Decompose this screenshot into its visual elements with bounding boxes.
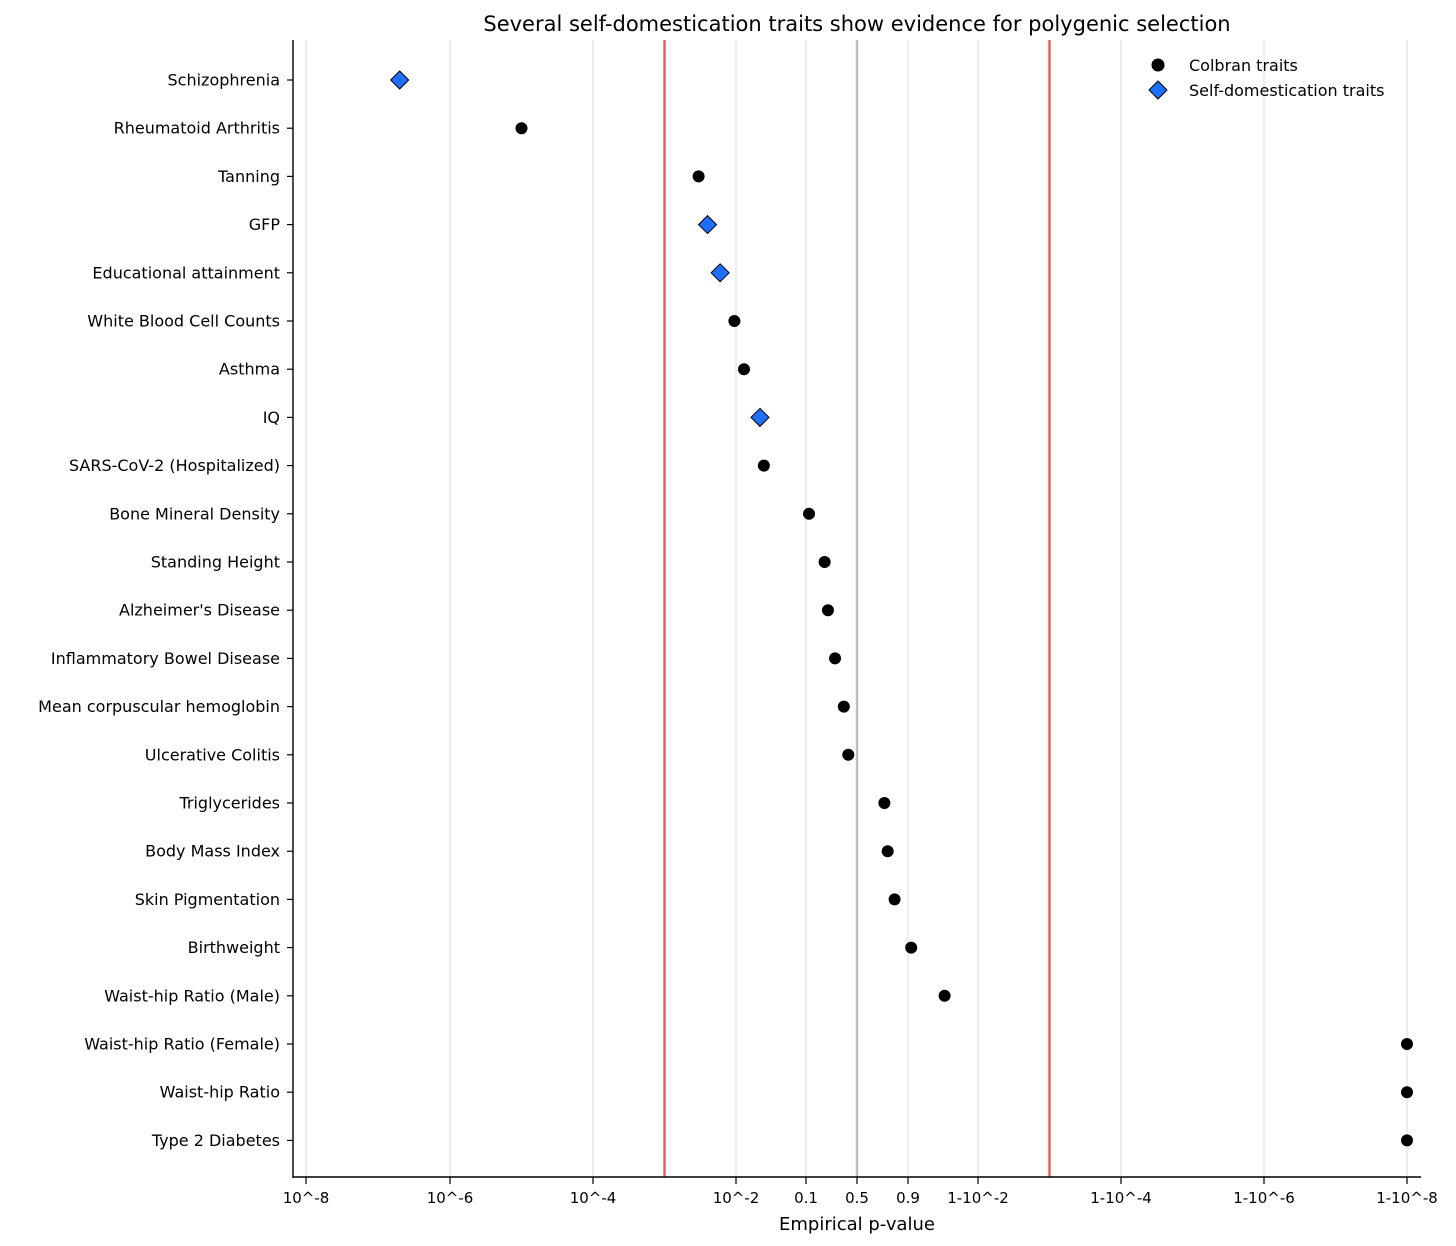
data-point-colbran — [829, 652, 842, 665]
data-point-colbran — [803, 507, 816, 520]
data-point-colbran — [1401, 1086, 1413, 1099]
data-point-colbran — [842, 748, 855, 761]
y-tick-label: White Blood Cell Counts — [87, 312, 280, 331]
x-tick-label: 0.9 — [896, 1189, 920, 1207]
y-tick-label: Mean corpuscular hemoglobin — [38, 697, 280, 716]
data-point-colbran — [878, 797, 891, 809]
x-tick-label: 0.1 — [794, 1189, 818, 1207]
y-tick-label: Rheumatoid Arthritis — [114, 119, 280, 138]
y-tick-label: GFP — [249, 215, 281, 234]
x-tick-label: 0.5 — [845, 1189, 869, 1207]
x-axis-label: Empirical p-value — [779, 1214, 935, 1235]
legend-marker-self-domestication — [1148, 80, 1168, 100]
data-point-colbran — [881, 845, 894, 858]
x-tick-label: 10^-8 — [283, 1189, 330, 1207]
data-point-colbran — [728, 315, 741, 327]
x-tick-label: 1-10^-8 — [1376, 1189, 1438, 1207]
x-tick-label: 1-10^-2 — [947, 1189, 1009, 1207]
data-point-colbran — [737, 363, 750, 376]
x-tick-label: 10^-4 — [570, 1189, 617, 1207]
data-point-colbran — [938, 989, 951, 1002]
data-point-colbran — [837, 700, 850, 713]
x-tick-label: 10^-6 — [427, 1189, 474, 1207]
data-point-self-domestication — [697, 214, 718, 235]
data-point-colbran — [821, 604, 834, 617]
data-point-colbran — [888, 893, 901, 906]
y-tick-label: Ulcerative Colitis — [145, 745, 280, 764]
legend: Colbran traits Self-domestication traits — [1148, 56, 1384, 100]
x-tick-label: 1-10^-4 — [1090, 1189, 1152, 1207]
y-tick-label: Skin Pigmentation — [135, 890, 280, 909]
y-tick-label: Schizophrenia — [168, 71, 280, 90]
y-tick-label: IQ — [263, 408, 280, 427]
x-ticks: 10^-8 10^-6 10^-4 10^-2 0.1 0.5 0.9 1-10^-2 1-10… — [283, 1177, 1438, 1207]
legend-label-self-domestication: Self-domestication traits — [1189, 81, 1384, 100]
data-point-colbran — [1401, 1038, 1413, 1050]
y-tick-label: Educational attainment — [92, 263, 280, 282]
y-tick-label: Standing Height — [151, 553, 280, 572]
data-point-colbran — [905, 941, 918, 954]
y-tick-label: Waist-hip Ratio (Male) — [104, 986, 280, 1005]
data-point-self-domestication — [750, 407, 770, 428]
y-tick-label: Tanning — [217, 167, 280, 186]
reference-lines — [663, 40, 1051, 1177]
y-tick-label: SARS-CoV-2 (Hospitalized) — [69, 456, 280, 475]
x-tick-label: 1-10^-6 — [1233, 1189, 1295, 1207]
y-tick-label: Waist-hip Ratio (Female) — [84, 1035, 280, 1054]
y-ticks: Schizophrenia Rheumatoid Arthritis Tanning… — [38, 71, 293, 1150]
legend-label-colbran: Colbran traits — [1189, 56, 1298, 75]
data-point-colbran — [818, 556, 831, 568]
y-tick-label: Inflammatory Bowel Disease — [51, 649, 280, 668]
x-tick-label: 10^-2 — [713, 1189, 760, 1207]
y-tick-label: Bone Mineral Density — [109, 504, 280, 523]
data-point-colbran — [1401, 1134, 1413, 1147]
data-point-colbran — [515, 122, 528, 135]
data-points — [389, 70, 1413, 1147]
y-tick-label: Waist-hip Ratio — [160, 1083, 280, 1102]
legend-marker-colbran — [1151, 58, 1165, 72]
y-tick-label: Body Mass Index — [145, 842, 280, 861]
chart-title: Several self-domestication traits show e… — [483, 12, 1230, 36]
data-point-self-domestication — [389, 70, 410, 90]
y-tick-label: Alzheimer's Disease — [119, 601, 280, 620]
data-point-colbran — [757, 459, 770, 472]
y-tick-label: Triglycerides — [178, 794, 280, 813]
y-tick-label: Asthma — [219, 360, 280, 379]
y-tick-label: Type 2 Diabetes — [151, 1131, 280, 1150]
y-tick-label: Birthweight — [188, 938, 280, 957]
data-point-colbran — [692, 170, 705, 183]
data-point-self-domestication — [710, 263, 730, 283]
